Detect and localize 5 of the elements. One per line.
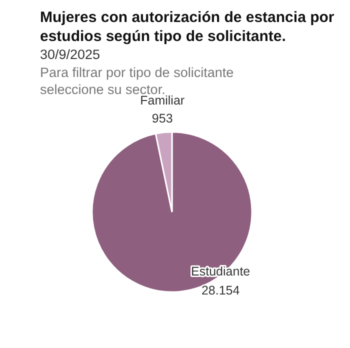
chart-subtitle: 30/9/2025 bbox=[40, 47, 100, 62]
chart-title: Mujeres con autorización de estancia por estudios según tipo de solicitante. bbox=[40, 9, 334, 45]
data-label: 28.154 bbox=[201, 284, 240, 298]
pie-slice bbox=[91, 131, 253, 293]
data-label: 953 bbox=[152, 111, 173, 126]
